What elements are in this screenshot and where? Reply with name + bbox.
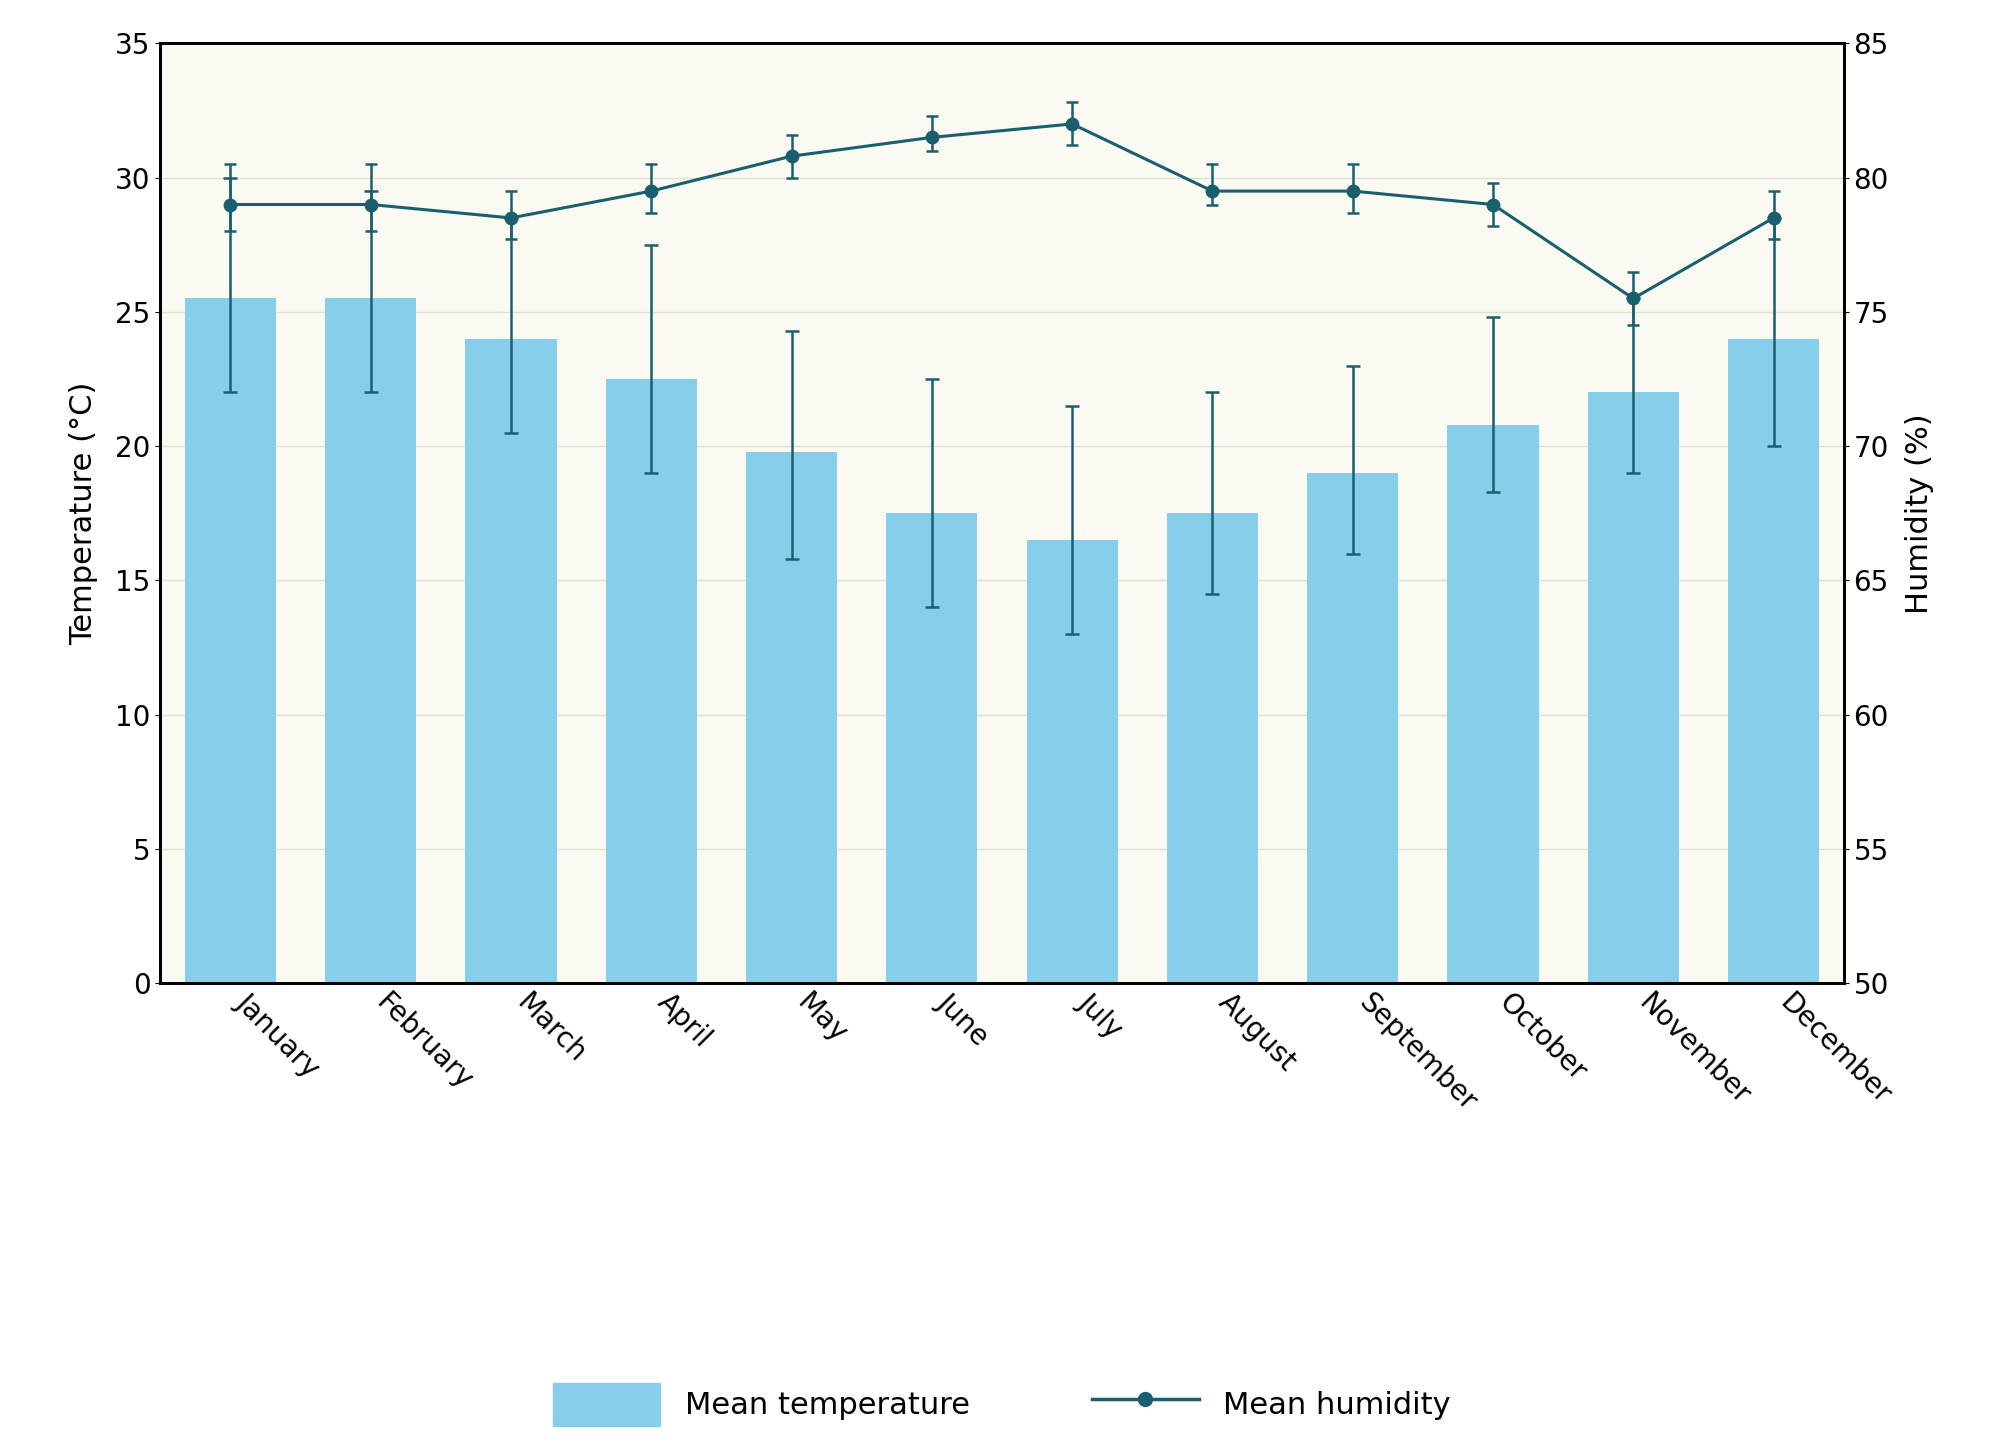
Bar	[325, 298, 417, 983]
Bar	[1447, 425, 1539, 983]
Bar	[1166, 513, 1259, 983]
Legend: Mean temperature, Mean humidity: Mean temperature, Mean humidity	[523, 1352, 1481, 1446]
Bar	[1307, 473, 1399, 983]
Bar	[886, 513, 978, 983]
Bar	[745, 451, 838, 983]
Bar	[1026, 541, 1118, 983]
Bar	[184, 298, 277, 983]
Y-axis label: Temperature (°C): Temperature (°C)	[70, 382, 98, 645]
Bar	[1727, 338, 1820, 983]
Y-axis label: Humidity (%): Humidity (%)	[1906, 414, 1934, 613]
Bar	[1587, 392, 1679, 983]
Bar	[605, 379, 697, 983]
Bar	[465, 338, 557, 983]
